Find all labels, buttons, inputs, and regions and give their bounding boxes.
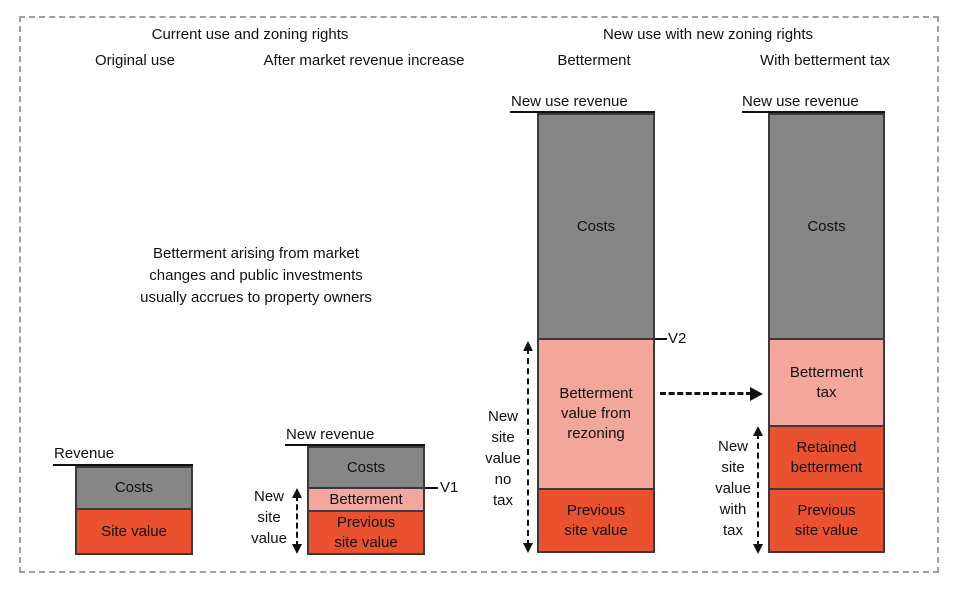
costs-segment: Costs — [770, 115, 883, 338]
v1-tick — [425, 487, 438, 489]
v2-tick — [655, 338, 667, 340]
betterment-value-segment: Betterment value from rezoning — [539, 338, 653, 488]
new-site-value-no-tax-label: New site value no tax — [478, 406, 528, 511]
column-header-betterment: Betterment — [557, 52, 631, 69]
revenue-line — [510, 111, 655, 113]
new-revenue-label: New revenue — [286, 426, 375, 443]
column-header-with-betterment-tax: With betterment tax — [759, 52, 891, 69]
new-site-value-with-tax-range-arrow — [753, 426, 763, 554]
costs-segment: Costs — [309, 448, 423, 487]
note-text: Betterment arising from market changes a… — [100, 243, 412, 309]
new-site-value-label: New site value — [246, 486, 292, 549]
with-betterment-tax-bar: Costs Betterment tax Retained betterment… — [768, 113, 885, 553]
betterment-segment: Betterment — [309, 487, 423, 510]
original-use-bar: Costs Site value — [75, 466, 193, 555]
after-market-bar: Costs Betterment Previous site value — [307, 446, 425, 555]
new-use-revenue-label: New use revenue — [511, 93, 628, 110]
revenue-line — [742, 111, 885, 113]
side-label-line: with — [719, 501, 747, 518]
previous-site-value-segment: Previous site value — [539, 488, 653, 551]
betterment-bar: Costs Betterment value from rezoning Pre… — [537, 113, 655, 553]
segment-label: rezoning — [567, 425, 625, 442]
segment-label: Costs — [807, 217, 846, 235]
segment-label: site value — [334, 533, 398, 551]
new-site-value-range-arrow — [292, 488, 302, 554]
segment-label: Betterment — [329, 490, 403, 508]
segment-label: Costs — [576, 217, 616, 235]
v1-marker: V1 — [440, 479, 459, 496]
group-header-new-use: New use with new zoning rights — [602, 26, 814, 43]
segment-label: Previous — [566, 501, 626, 519]
note-line: changes and public investments — [149, 267, 363, 284]
new-site-value-with-tax-label: New site value with tax — [708, 436, 758, 541]
note-line: usually accrues to property owners — [140, 289, 372, 306]
v2-marker: V2 — [668, 330, 687, 347]
segment-label: tax — [816, 383, 837, 401]
previous-site-value-segment: Previous site value — [770, 488, 883, 551]
revenue-label: Revenue — [54, 445, 115, 462]
revenue-line — [53, 464, 193, 466]
site-value-segment: Site value — [77, 508, 191, 553]
segment-label: Costs — [346, 458, 386, 476]
retained-betterment-segment: Retained betterment — [770, 425, 883, 488]
side-label-line: site — [491, 429, 515, 446]
betterment-tax-segment: Betterment tax — [770, 338, 883, 425]
side-label-line: value — [715, 480, 751, 497]
side-label-line: tax — [492, 492, 513, 509]
segment-label: Retained — [796, 438, 857, 456]
side-label-line: New — [253, 488, 284, 505]
side-label-line: value — [251, 530, 287, 547]
segment-label: betterment — [790, 458, 863, 476]
segment-label: site value — [564, 521, 628, 539]
column-header-original-use: Original use — [94, 52, 176, 69]
group-header-current-use: Current use and zoning rights — [151, 26, 349, 43]
note-line: Betterment arising from market — [153, 245, 359, 262]
costs-segment: Costs — [77, 468, 191, 508]
segment-label: Previous — [797, 501, 856, 519]
side-label-line: New — [717, 438, 748, 455]
side-label-line: no — [494, 471, 512, 488]
segment-label: Costs — [114, 479, 154, 496]
side-label-line: New — [487, 408, 518, 425]
segment-label: value from — [560, 405, 632, 422]
new-site-value-no-tax-range-arrow — [523, 341, 533, 553]
costs-segment: Costs — [539, 115, 653, 338]
betterment-transfer-arrow — [660, 387, 763, 401]
segment-label: Previous — [336, 513, 396, 531]
segment-label: Betterment — [789, 363, 864, 381]
figure-dashed-border — [19, 16, 939, 573]
side-label-line: value — [485, 450, 521, 467]
previous-site-value-segment: Previous site value — [309, 510, 423, 553]
segment-label: Site value — [101, 522, 167, 540]
side-label-line: site — [257, 509, 281, 526]
segment-label: site value — [794, 521, 859, 539]
side-label-line: site — [721, 459, 745, 476]
side-label-line: tax — [722, 522, 743, 539]
segment-label: Betterment — [559, 385, 633, 402]
revenue-line — [285, 444, 425, 446]
column-header-after-market: After market revenue increase — [263, 52, 465, 69]
new-use-revenue-label: New use revenue — [742, 93, 859, 110]
